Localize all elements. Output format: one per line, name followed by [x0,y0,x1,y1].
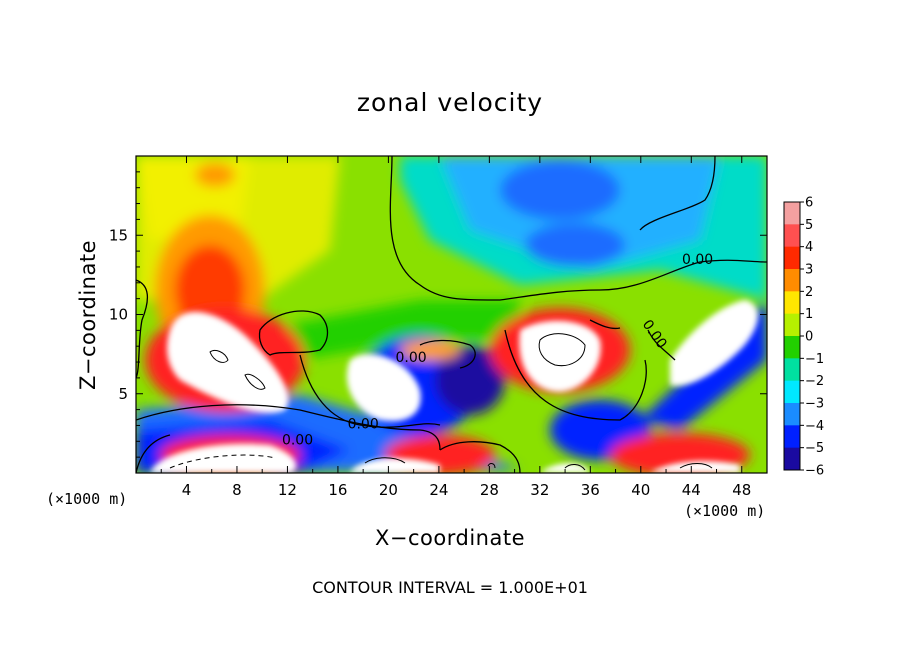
colorbar-label: 4 [805,240,813,255]
colorbar-swatch [784,358,800,382]
x-tick-label: 32 [530,481,549,499]
colorbar-label: 5 [805,218,813,233]
x-tick-label: 12 [278,481,297,499]
colorbar-label: −6 [805,464,824,479]
colorbar-label: −5 [805,441,824,456]
colorbar-label: 1 [805,307,813,322]
colorbar-swatch [784,447,800,471]
contour-interval-note: CONTOUR INTERVAL = 1.000E+01 [312,578,588,597]
colorbar-label: 6 [805,196,813,211]
colorbar-swatch [784,403,800,426]
velocity-field [136,156,767,473]
x-tick-label: 48 [732,481,751,499]
x-tick-label: 8 [232,481,242,499]
colorbar-label: −4 [805,419,824,434]
colorbar-label: 0 [805,330,813,345]
y-tick-label: 10 [109,306,128,324]
colorbar-swatch [784,202,800,225]
y-tick-label: 5 [118,385,128,403]
colorbar-swatch [784,291,800,315]
colorbar-swatch [784,380,800,404]
x-unit-label-left: (×1000 m) [46,490,128,508]
x-tick-label: 28 [480,481,499,499]
contour-label: 0.00 [682,252,713,268]
contour-label: 0.00 [282,432,313,448]
colorbar-label: −3 [805,397,824,412]
x-tick-label: 40 [631,481,650,499]
x-tick-label: 44 [682,481,701,499]
x-axis-label: X−coordinate [375,526,525,550]
colorbar-swatch [784,425,800,449]
colorbar-swatch [784,336,800,359]
x-tick-label: 20 [379,481,398,499]
colorbar-swatch [784,246,800,270]
colorbar-label: 3 [805,263,813,278]
x-tick-label: 24 [429,481,448,499]
colorbar-label: 2 [805,285,813,300]
y-axis-label: Z−coordinate [76,240,100,390]
contour-label: 0.00 [348,417,379,433]
x-tick-label: 4 [182,481,192,499]
chart-title: zonal velocity [356,88,544,117]
contour-label: 0.00 [396,350,427,366]
x-axis: 4 8 12 16 20 24 28 32 36 40 44 48 [160,156,751,499]
colorbar-swatch [784,313,800,337]
colorbar-swatch [784,269,800,292]
y-tick-label: 15 [109,226,128,244]
x-unit-label-right: (×1000 m) [684,502,766,520]
x-tick-label: 36 [581,481,600,499]
y-axis: 5 10 15 [109,171,767,458]
x-tick-label: 16 [328,481,347,499]
colorbar-swatch [784,224,800,248]
colorbar-label: −1 [805,352,824,367]
colorbar-label: −2 [805,374,824,389]
colorbar: 6 5 4 3 2 1 0 −1 −2 −3 −4 −5 −6 [783,196,824,479]
